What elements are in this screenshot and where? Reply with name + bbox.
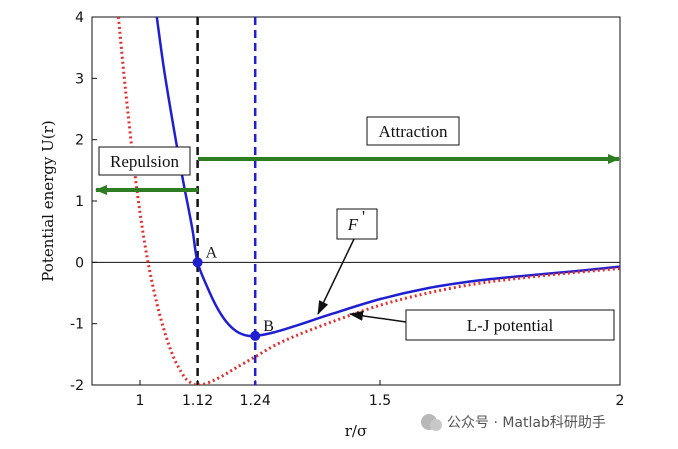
vertical-reference-lines — [196, 17, 257, 385]
marked-points: AB — [192, 244, 274, 341]
repulsion-box — [98, 146, 191, 176]
watermark: 公众号 · Matlab科研助手 — [421, 414, 606, 431]
series-line-blue — [155, 17, 620, 338]
y-tick-label: 4 — [75, 10, 84, 26]
y-tick-label: -1 — [70, 317, 84, 333]
force-prime-mark: ' — [362, 207, 365, 226]
x-tick-label: 1.24 — [240, 393, 271, 409]
y-axis-label: Potential energy U(r) — [39, 120, 57, 281]
y-tick-label: 2 — [75, 133, 84, 149]
x-tick-label: 1 — [136, 393, 145, 409]
force-box — [336, 208, 378, 240]
point-label-b: B — [263, 318, 274, 335]
x-tick-label: 1.12 — [182, 393, 213, 409]
force-label: F — [347, 215, 359, 234]
attraction-label: Attraction — [379, 122, 448, 141]
series-lines — [116, 17, 620, 385]
point-a — [192, 257, 203, 268]
point-label-a: A — [206, 244, 218, 261]
wechat-icon-inner — [430, 419, 442, 431]
y-tick-label: 3 — [75, 71, 84, 87]
point-b — [250, 330, 261, 341]
attraction-box — [366, 116, 460, 146]
y-tick-label: 0 — [75, 255, 84, 271]
x-tick-label: 2 — [616, 393, 625, 409]
lj-label: L-J potential — [467, 316, 554, 335]
axis-ticks: 1 1.12 1.24 1.5 2 -2 -1 0 1 2 3 4 — [70, 10, 624, 409]
lj-arrow — [349, 310, 407, 323]
y-tick-label: -2 — [70, 378, 84, 394]
x-tick-label: 1.5 — [369, 393, 391, 409]
x-axis-label: r/σ — [345, 422, 367, 440]
lj-box — [405, 309, 615, 341]
watermark-text: 公众号 · Matlab科研助手 — [447, 415, 606, 431]
repulsion-label: Repulsion — [110, 152, 179, 171]
force-arrow — [317, 238, 355, 315]
y-tick-label: 1 — [75, 194, 84, 210]
